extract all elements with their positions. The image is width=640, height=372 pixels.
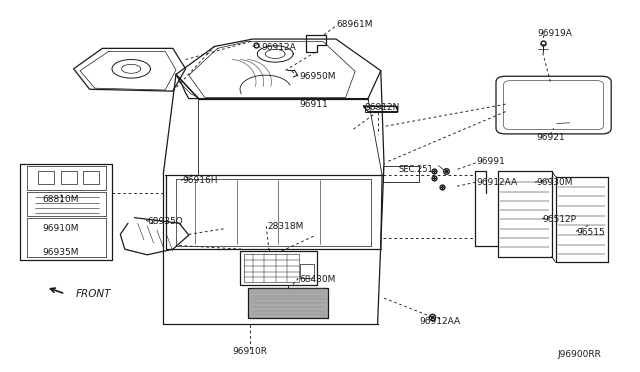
Text: 96911: 96911 xyxy=(300,100,328,109)
Text: 96910M: 96910M xyxy=(42,224,79,233)
Text: 28318M: 28318M xyxy=(268,222,304,231)
Bar xyxy=(244,254,299,282)
Text: 96512P: 96512P xyxy=(543,215,577,224)
Text: 96912A: 96912A xyxy=(261,43,296,52)
Text: 68430M: 68430M xyxy=(300,275,336,283)
Bar xyxy=(300,264,314,278)
Text: 96912N: 96912N xyxy=(365,103,400,112)
Text: 96919A: 96919A xyxy=(538,29,572,38)
Bar xyxy=(61,171,77,184)
Text: 68935Q: 68935Q xyxy=(147,217,183,226)
Bar xyxy=(38,171,54,184)
Bar xyxy=(83,171,99,184)
Text: 96930M: 96930M xyxy=(536,178,573,187)
Text: 96991: 96991 xyxy=(477,157,506,166)
Text: 96912AA: 96912AA xyxy=(420,317,461,326)
Text: 68961M: 68961M xyxy=(336,20,372,29)
Text: 96910R: 96910R xyxy=(232,347,267,356)
Text: FRONT: FRONT xyxy=(76,289,111,299)
Text: 96916H: 96916H xyxy=(182,176,218,185)
Text: 96921: 96921 xyxy=(536,133,564,142)
Text: SEC.251: SEC.251 xyxy=(398,165,433,174)
Bar xyxy=(248,288,328,318)
Text: 96515: 96515 xyxy=(576,228,605,237)
Text: 96912AA: 96912AA xyxy=(477,178,518,187)
Text: J96900RR: J96900RR xyxy=(557,350,602,359)
Bar xyxy=(365,106,397,112)
Text: 96950M: 96950M xyxy=(300,72,336,81)
Bar xyxy=(240,251,317,285)
Text: 68810M: 68810M xyxy=(42,195,79,203)
Text: 96935M: 96935M xyxy=(42,248,79,257)
